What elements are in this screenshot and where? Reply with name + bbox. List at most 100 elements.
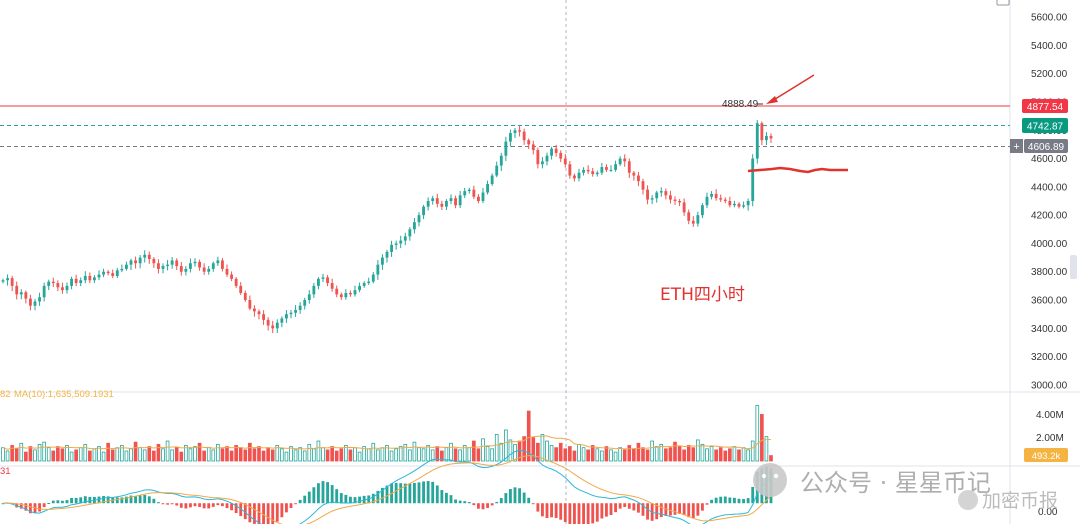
macd-bar xyxy=(74,497,78,504)
volume-bar xyxy=(156,443,161,462)
candle-body xyxy=(467,189,471,192)
volume-bar xyxy=(586,449,590,462)
candle-body xyxy=(669,195,672,200)
candle-body xyxy=(417,215,421,223)
candle-body xyxy=(271,325,275,329)
macd-bar xyxy=(339,493,343,504)
candle-body xyxy=(403,236,407,241)
candle-body xyxy=(449,198,453,201)
candle-body xyxy=(659,191,663,193)
volume-bar xyxy=(206,447,211,462)
macd-bar xyxy=(714,497,718,504)
settings-icon[interactable] xyxy=(996,0,1010,6)
volume-bar xyxy=(746,449,750,462)
volume-bar xyxy=(613,451,618,462)
volume-bar xyxy=(14,448,19,462)
volume-bar xyxy=(659,443,664,462)
candle-body xyxy=(650,198,654,200)
macd-bar xyxy=(696,503,700,516)
candle-body xyxy=(696,215,700,224)
macd-bar xyxy=(56,500,60,504)
macd-bar xyxy=(230,503,233,511)
macd-bar xyxy=(115,497,119,504)
macd-bar xyxy=(408,483,412,504)
macd-bar xyxy=(271,503,275,524)
volume-bar xyxy=(129,448,133,462)
candle-body xyxy=(394,243,398,245)
macd-bar xyxy=(312,487,316,504)
macd-bar xyxy=(481,503,485,510)
candle-body xyxy=(225,268,229,275)
macd-bar xyxy=(568,503,572,524)
volume-bar xyxy=(69,451,74,462)
candle-body xyxy=(522,131,526,141)
volume-bar xyxy=(558,442,563,462)
candle-body xyxy=(536,150,540,165)
candle-body xyxy=(632,172,636,176)
volume-bar xyxy=(764,436,769,462)
candle-body xyxy=(737,203,741,207)
candle-body xyxy=(495,165,499,176)
candle-body xyxy=(719,198,723,200)
volume-bar xyxy=(138,447,142,462)
chart-annotation: ETH四小时 xyxy=(660,285,745,305)
candle-body xyxy=(211,263,215,269)
volume-bar xyxy=(161,448,165,462)
macd-bar xyxy=(513,487,517,504)
candle-body xyxy=(111,273,115,276)
candle-body xyxy=(115,270,119,276)
macd-bar xyxy=(559,503,563,520)
macd-bar xyxy=(298,499,302,504)
macd-bar xyxy=(472,503,476,506)
candle-body xyxy=(554,148,558,153)
candle-body xyxy=(134,260,137,264)
price-tick-label: 4600.00 xyxy=(1031,154,1068,165)
volume-bar xyxy=(357,451,362,462)
candle-body xyxy=(413,222,416,230)
macd-bar xyxy=(125,496,128,504)
volume-bar xyxy=(645,449,650,462)
candle-body xyxy=(545,155,549,162)
candle-body xyxy=(390,244,393,252)
candle-body xyxy=(74,278,78,284)
candle-body xyxy=(385,251,389,258)
macd-bar xyxy=(449,495,453,504)
candle-body xyxy=(170,260,174,265)
macd-bar xyxy=(495,501,499,504)
candle-body xyxy=(362,283,366,286)
volume-ma-prefix: 82 xyxy=(0,389,11,400)
volume-bar xyxy=(243,449,248,462)
volume-bar xyxy=(632,448,636,462)
candle-body xyxy=(367,281,371,284)
candle-body xyxy=(426,201,430,207)
macd-bar xyxy=(614,503,617,513)
volume-bar xyxy=(334,450,339,462)
candle-body xyxy=(742,205,745,207)
candle-body xyxy=(499,155,503,166)
gray-line-badge: + 4606.89 xyxy=(1010,139,1068,153)
candle-body xyxy=(527,140,531,145)
candle-body xyxy=(152,259,156,264)
candle-body xyxy=(513,130,517,134)
macd-bar xyxy=(527,497,531,504)
volume-bar xyxy=(202,450,206,462)
volume-bar xyxy=(133,441,138,462)
volume-bar xyxy=(755,405,760,462)
volume-bar xyxy=(709,446,714,462)
macd-bar xyxy=(202,503,206,509)
macd-bar xyxy=(595,503,599,522)
macd-bar xyxy=(445,492,448,504)
macd-bar xyxy=(303,495,307,504)
macd-bar xyxy=(166,503,169,505)
wechat-logo-icon xyxy=(753,463,787,497)
candle-body xyxy=(266,319,270,326)
price-scale-scroll-handle[interactable] xyxy=(1070,255,1077,279)
volume-bar xyxy=(51,450,56,462)
macd-tick-zero: 0.00 xyxy=(1038,507,1058,518)
volume-bar xyxy=(5,450,10,462)
candle-body xyxy=(285,314,288,319)
macd-bar xyxy=(152,498,156,504)
macd-bar xyxy=(403,483,407,504)
candle-body xyxy=(344,292,348,298)
